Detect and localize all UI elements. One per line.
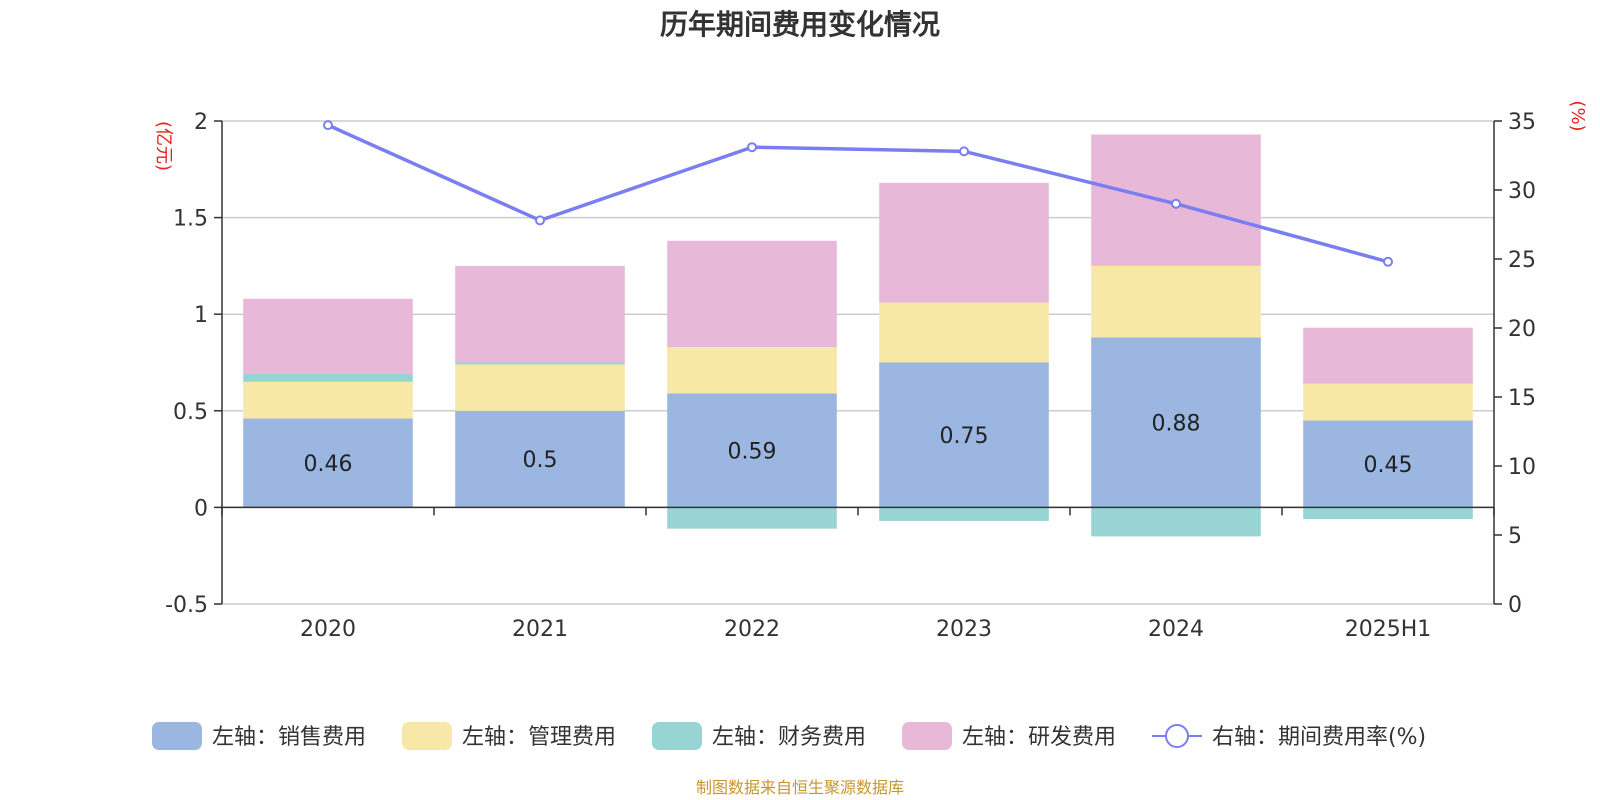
rate-point <box>323 120 333 131</box>
rate-line <box>323 120 1393 267</box>
right-tick-label: 15 <box>1508 386 1536 411</box>
bar-data-label: 0.5 <box>523 448 558 473</box>
left-tick-label: 0.5 <box>173 400 208 425</box>
rate-point <box>747 142 757 153</box>
bar-segment <box>879 302 1049 363</box>
left-axis-unit: (亿元) <box>153 121 174 171</box>
bar-labels: 0.46 0.5 0.59 0.75 0.88 0.45 <box>304 411 1413 478</box>
x-tick-label: 2022 <box>724 617 780 642</box>
x-tick-label: 2020 <box>300 617 356 642</box>
x-tick-label: 2024 <box>1148 617 1204 642</box>
bar-data-label: 0.45 <box>1364 453 1413 478</box>
bar-segment <box>1303 327 1473 384</box>
legend-swatch <box>902 722 952 750</box>
chart-title: 历年期间费用变化情况 <box>660 8 940 41</box>
legend-label: 右轴：期间费用率(%) <box>1212 725 1426 750</box>
bar-segment <box>243 298 413 375</box>
bar-segment <box>243 374 413 382</box>
legend-label: 左轴：财务费用 <box>712 725 866 750</box>
bar-segment <box>243 418 413 508</box>
bars <box>243 134 1473 537</box>
bar-segment <box>455 364 625 411</box>
bar-segment <box>667 393 837 508</box>
bar-segment <box>1091 337 1261 508</box>
legend: 左轴：销售费用 左轴：管理费用 左轴：财务费用 左轴：研发费用 右轴：期间费用率(%) <box>152 722 1426 750</box>
bar-segment <box>667 240 837 348</box>
bar-segment <box>1091 265 1261 338</box>
left-tick-label: 1 <box>194 303 208 328</box>
x-tick-label: 2025H1 <box>1345 617 1432 642</box>
bar-data-label: 0.88 <box>1152 411 1201 436</box>
rate-point <box>959 146 969 157</box>
right-tick-label: 5 <box>1508 524 1522 549</box>
bar-segment <box>879 507 1049 521</box>
right-axis-unit: (%) <box>1567 100 1588 131</box>
bar-segment <box>667 507 837 529</box>
bar-segment <box>1303 383 1473 421</box>
bar-segment <box>1303 420 1473 508</box>
bar-data-label: 0.75 <box>940 424 989 449</box>
right-tick-label: 10 <box>1508 455 1536 480</box>
bar-segment <box>667 347 837 394</box>
left-tick-label: -0.5 <box>165 593 208 618</box>
bar-segment <box>879 182 1049 303</box>
bar-segment <box>1303 507 1473 519</box>
legend-swatch <box>652 722 702 750</box>
legend-marker <box>1165 724 1189 748</box>
bar-segment <box>455 362 625 365</box>
legend-swatch <box>402 722 452 750</box>
bar-segment <box>243 381 413 419</box>
bar-data-label: 0.59 <box>728 439 777 464</box>
right-tick-label: 0 <box>1508 593 1522 618</box>
legend-label: 左轴：研发费用 <box>962 725 1116 750</box>
legend-label: 左轴：管理费用 <box>462 725 616 750</box>
right-tick-label: 20 <box>1508 317 1536 342</box>
legend-label: 左轴：销售费用 <box>212 725 366 750</box>
left-tick-label: 2 <box>194 110 208 135</box>
bar-segment <box>1091 507 1261 537</box>
left-tick-label: 0 <box>194 496 208 521</box>
rate-point <box>1171 198 1181 209</box>
rate-point <box>535 215 545 226</box>
x-tick-label: 2023 <box>936 617 992 642</box>
bar-segment <box>455 265 625 363</box>
right-tick-label: 30 <box>1508 179 1536 204</box>
right-tick-label: 35 <box>1508 110 1536 135</box>
rate-point <box>1383 256 1393 267</box>
legend-swatch <box>152 722 202 750</box>
x-tick-label: 2021 <box>512 617 568 642</box>
right-tick-label: 25 <box>1508 248 1536 273</box>
bar-segment <box>879 362 1049 508</box>
left-tick-label: 1.5 <box>173 207 208 232</box>
bar-data-label: 0.46 <box>304 452 353 477</box>
bar-segment <box>455 410 625 508</box>
rate-line-path <box>327 123 1389 264</box>
source-footer: 制图数据来自恒生聚源数据库 <box>696 778 904 797</box>
